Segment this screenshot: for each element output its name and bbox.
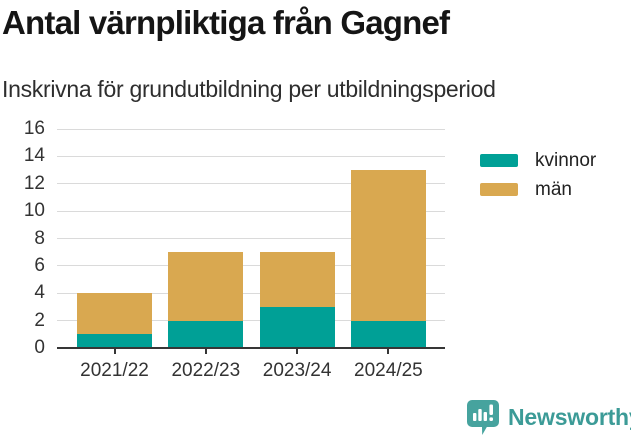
legend-item-män: män	[480, 175, 596, 204]
x-axis-tick	[387, 348, 390, 354]
gridline	[57, 292, 445, 294]
x-axis-tick-label: 2022/23	[171, 360, 241, 381]
gridline	[57, 210, 445, 212]
gridline	[57, 265, 445, 267]
x-axis-tick-label: 2021/22	[80, 360, 149, 381]
bar-segment-män	[168, 252, 244, 321]
bar-segment-män	[77, 293, 152, 335]
y-axis-tick-label: 10	[23, 200, 45, 222]
y-axis-tick-label: 2	[34, 309, 45, 331]
gridline	[57, 238, 445, 239]
legend-swatch-kvinnor	[480, 154, 518, 167]
legend-label: män	[535, 179, 572, 200]
legend-swatch-män	[480, 183, 518, 196]
x-axis-tick	[113, 348, 116, 354]
x-axis-tick-label: 2024/25	[354, 360, 423, 381]
bar-segment-kvinnor	[168, 320, 244, 348]
gridline	[57, 183, 445, 185]
x-axis-line	[57, 347, 445, 349]
y-axis-tick-label: 14	[23, 145, 45, 167]
y-axis-tick-label: 8	[34, 227, 45, 249]
y-axis-tick-label: 6	[34, 254, 45, 276]
legend-label: kvinnor	[535, 150, 597, 171]
bar-segment-kvinnor	[259, 306, 335, 348]
newsworthy-wordmark: Newsworthy	[508, 404, 631, 430]
bar-segment-män	[259, 252, 335, 307]
x-axis-tick	[296, 348, 299, 354]
newsworthy-branding: Newsworthy	[466, 399, 631, 436]
gridline	[57, 320, 445, 322]
bar-segment-män	[350, 170, 426, 321]
bar-segment-kvinnor	[77, 334, 152, 348]
gridline	[57, 128, 445, 130]
legend-item-kvinnor: kvinnor	[480, 146, 596, 175]
y-axis-tick-label: 4	[34, 282, 45, 304]
y-axis-tick-label: 12	[23, 172, 45, 194]
x-axis-tick-label: 2023/24	[262, 360, 332, 381]
gridline	[57, 155, 445, 157]
bar-segment-kvinnor	[350, 320, 426, 348]
y-axis-tick-label: 16	[23, 118, 45, 139]
newsworthy-logo-icon	[466, 399, 501, 436]
x-axis-tick	[204, 348, 207, 354]
chart-title: Antal värnpliktiga från Gagnef	[2, 4, 450, 41]
legend: kvinnor män	[480, 146, 596, 204]
y-axis-tick-label: 0	[34, 337, 45, 358]
chart-subtitle: Inskrivna för grundutbildning per utbild…	[2, 76, 496, 102]
